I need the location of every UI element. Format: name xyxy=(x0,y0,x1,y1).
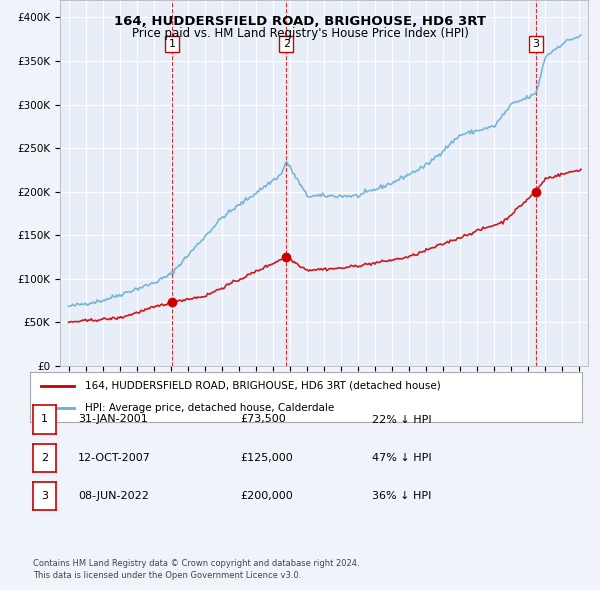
Text: 2: 2 xyxy=(283,39,290,49)
Text: 1: 1 xyxy=(41,415,48,424)
Text: 12-OCT-2007: 12-OCT-2007 xyxy=(78,453,151,463)
Text: 3: 3 xyxy=(41,491,48,501)
Text: 3: 3 xyxy=(532,39,539,49)
Text: £125,000: £125,000 xyxy=(240,453,293,463)
Text: 08-JUN-2022: 08-JUN-2022 xyxy=(78,491,149,501)
Text: £73,500: £73,500 xyxy=(240,415,286,424)
Text: 2: 2 xyxy=(41,453,48,463)
Text: 22% ↓ HPI: 22% ↓ HPI xyxy=(372,415,431,424)
Text: 164, HUDDERSFIELD ROAD, BRIGHOUSE, HD6 3RT (detached house): 164, HUDDERSFIELD ROAD, BRIGHOUSE, HD6 3… xyxy=(85,381,441,391)
Text: 164, HUDDERSFIELD ROAD, BRIGHOUSE, HD6 3RT: 164, HUDDERSFIELD ROAD, BRIGHOUSE, HD6 3… xyxy=(114,15,486,28)
Text: Price paid vs. HM Land Registry's House Price Index (HPI): Price paid vs. HM Land Registry's House … xyxy=(131,27,469,40)
Text: £200,000: £200,000 xyxy=(240,491,293,501)
Text: HPI: Average price, detached house, Calderdale: HPI: Average price, detached house, Cald… xyxy=(85,403,334,413)
Text: 47% ↓ HPI: 47% ↓ HPI xyxy=(372,453,431,463)
Text: 31-JAN-2001: 31-JAN-2001 xyxy=(78,415,148,424)
Text: 36% ↓ HPI: 36% ↓ HPI xyxy=(372,491,431,501)
Text: This data is licensed under the Open Government Licence v3.0.: This data is licensed under the Open Gov… xyxy=(33,571,301,580)
Text: 1: 1 xyxy=(169,39,176,49)
Text: Contains HM Land Registry data © Crown copyright and database right 2024.: Contains HM Land Registry data © Crown c… xyxy=(33,559,359,568)
